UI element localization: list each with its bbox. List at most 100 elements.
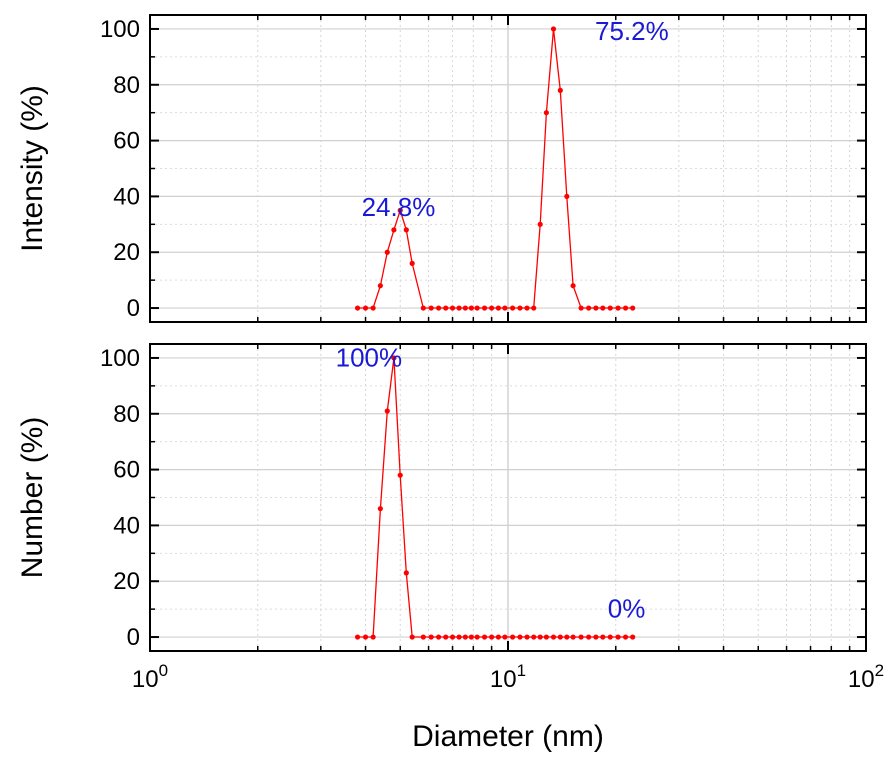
x-tick-label-base: 10 xyxy=(132,666,159,693)
data-point xyxy=(517,634,523,640)
data-point xyxy=(495,305,501,311)
y-tick-label: 100 xyxy=(100,16,140,43)
data-point xyxy=(586,305,592,311)
data-point xyxy=(557,634,563,640)
data-point xyxy=(630,634,636,640)
x-tick-label-exponent: 1 xyxy=(517,661,526,680)
data-point xyxy=(468,634,474,640)
data-point xyxy=(428,634,434,640)
x-tick-label-exponent: 2 xyxy=(875,661,884,680)
series-line xyxy=(357,28,633,309)
data-point xyxy=(502,634,508,640)
data-point xyxy=(550,634,557,640)
data-point xyxy=(615,305,621,311)
data-point xyxy=(481,634,488,640)
data-point xyxy=(557,87,563,93)
data-point xyxy=(600,634,606,640)
data-point xyxy=(362,305,369,311)
data-point xyxy=(436,305,442,311)
data-point xyxy=(391,227,397,233)
data-point xyxy=(462,634,468,640)
data-point xyxy=(489,634,495,640)
data-point xyxy=(531,634,537,640)
data-point xyxy=(443,305,449,311)
data-point xyxy=(384,249,390,255)
data-point xyxy=(397,472,403,478)
data-point xyxy=(384,408,390,414)
y-tick-label: 80 xyxy=(113,72,140,99)
data-point xyxy=(509,305,516,311)
x-tick-label: 102 xyxy=(848,661,884,693)
y-axis-title: Intensity (%) xyxy=(16,85,49,252)
y-tick-label: 60 xyxy=(113,457,140,484)
data-point xyxy=(607,305,613,311)
data-point xyxy=(495,634,501,640)
series-line xyxy=(357,357,633,638)
data-point xyxy=(593,305,599,311)
y-tick-label: 80 xyxy=(113,401,140,428)
data-point xyxy=(474,305,480,311)
data-point xyxy=(537,634,543,640)
data-point xyxy=(578,634,584,640)
data-point xyxy=(449,305,456,311)
data-point xyxy=(436,634,442,640)
x-tick-label-base: 10 xyxy=(490,666,517,693)
x-tick-label: 101 xyxy=(490,661,526,693)
data-point xyxy=(420,634,426,640)
data-point xyxy=(593,634,599,640)
data-point xyxy=(543,634,549,640)
y-axis-title: Number (%) xyxy=(16,417,49,579)
y-tick-label: 0 xyxy=(127,295,140,322)
data-point xyxy=(600,305,606,311)
data-point xyxy=(443,634,449,640)
data-point xyxy=(543,110,549,116)
y-tick-label: 40 xyxy=(113,183,140,210)
data-point xyxy=(449,634,456,640)
data-point xyxy=(468,305,474,311)
data-point xyxy=(462,305,468,311)
data-point xyxy=(370,634,376,640)
data-point xyxy=(564,193,570,200)
data-point xyxy=(531,305,537,311)
data-point xyxy=(622,305,629,311)
data-point xyxy=(377,506,383,512)
y-tick-label: 20 xyxy=(113,239,140,266)
data-point xyxy=(622,634,629,640)
y-tick-label: 100 xyxy=(100,345,140,372)
data-point xyxy=(586,634,592,640)
data-point xyxy=(502,305,508,311)
data-point xyxy=(570,634,576,640)
data-point xyxy=(481,305,488,311)
data-point xyxy=(537,221,543,227)
data-point xyxy=(409,634,415,640)
peak-percentage-label: 100% xyxy=(336,342,403,372)
y-tick-label: 20 xyxy=(113,568,140,595)
data-point xyxy=(403,227,409,233)
data-point xyxy=(630,305,636,311)
data-point xyxy=(517,305,523,311)
data-point xyxy=(456,634,462,640)
data-point xyxy=(420,305,426,311)
data-point xyxy=(354,305,361,311)
data-point xyxy=(397,207,403,213)
peak-percentage-label: 75.2% xyxy=(595,16,669,46)
data-point xyxy=(489,305,495,311)
data-point xyxy=(428,305,434,311)
data-point xyxy=(607,634,613,640)
data-point xyxy=(377,283,383,289)
peak-percentage-label: 0% xyxy=(608,594,646,624)
y-tick-label: 0 xyxy=(127,624,140,651)
data-point xyxy=(509,634,516,640)
data-point xyxy=(456,305,462,311)
x-axis-title: Diameter (nm) xyxy=(412,720,604,753)
intensity-panel: 0 20 40 60 80 100 Intensity (%) 24.8% 75.2% xyxy=(16,14,867,323)
data-point xyxy=(615,634,621,640)
data-point xyxy=(354,634,361,640)
x-tick-label-base: 10 xyxy=(848,666,875,693)
data-point xyxy=(578,305,584,311)
data-point xyxy=(570,283,576,289)
data-point xyxy=(550,26,557,32)
data-point xyxy=(362,634,369,640)
